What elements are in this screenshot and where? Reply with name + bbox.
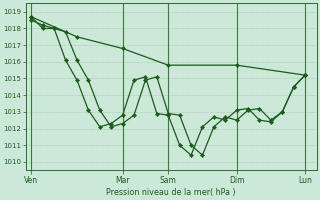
X-axis label: Pression niveau de la mer( hPa ): Pression niveau de la mer( hPa )	[106, 188, 236, 197]
